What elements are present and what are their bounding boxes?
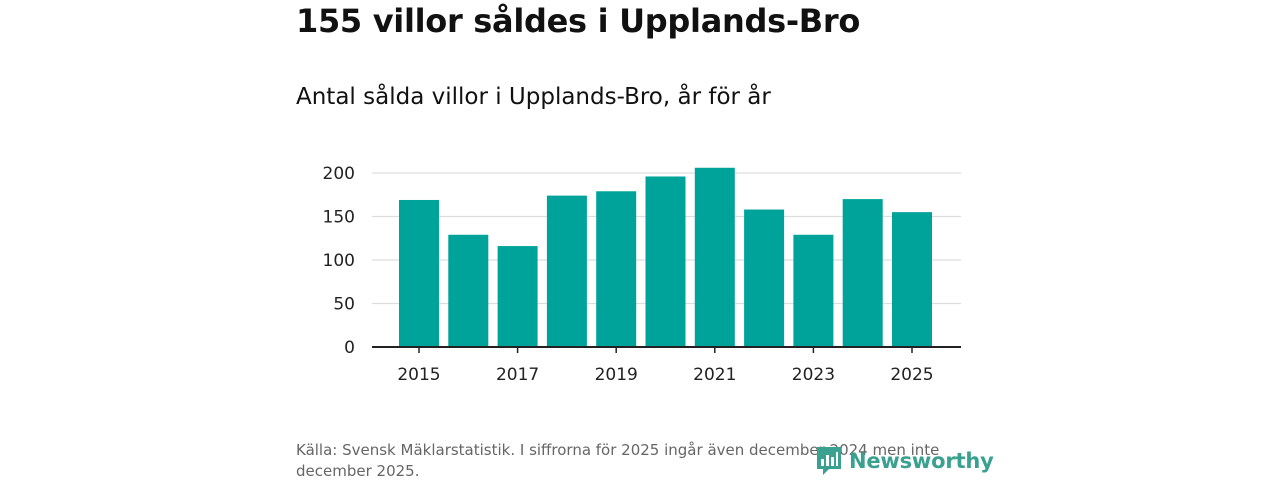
x-tick-label: 2017: [496, 365, 539, 385]
newsworthy-logo: Newsworthy: [814, 444, 994, 478]
source-note: Källa: Svensk Mäklarstatistik. I siffror…: [296, 441, 940, 480]
bar-2018: [546, 195, 587, 347]
chart-title: 155 villor såldes i Upplands-Bro: [296, 2, 861, 40]
y-tick-label: 50: [333, 295, 355, 315]
newsworthy-logo-text: Newsworthy: [849, 449, 994, 473]
bar-2017: [497, 246, 538, 347]
bar-2020: [645, 176, 686, 347]
bar-2015: [399, 199, 439, 347]
bar-2024: [842, 199, 883, 347]
y-axis-labels: 0 50 100 150 200: [323, 164, 355, 358]
y-tick-label: 100: [323, 251, 355, 271]
bar-2025: [892, 212, 932, 347]
bar-2021: [694, 167, 735, 347]
y-tick-label: 200: [323, 164, 355, 184]
x-tick-label: 2025: [890, 365, 933, 385]
x-tick-label: 2019: [595, 365, 638, 385]
x-tick-label: 2021: [693, 365, 736, 385]
x-tick-label: 2015: [397, 365, 440, 385]
newsworthy-logo-icon: [817, 447, 841, 475]
bar-2023: [793, 234, 834, 347]
y-tick-label: 150: [323, 208, 355, 228]
bar-2019: [596, 191, 637, 347]
y-tick-label: 0: [344, 338, 355, 358]
bars: [399, 167, 932, 347]
bar-2022: [744, 209, 785, 347]
chart-subtitle: Antal sålda villor i Upplands-Bro, år fö…: [296, 84, 771, 110]
x-axis-labels: 2015 2017 2019 2021 2023 2025: [397, 347, 934, 385]
bar-2016: [448, 234, 489, 347]
x-tick-label: 2023: [792, 365, 835, 385]
